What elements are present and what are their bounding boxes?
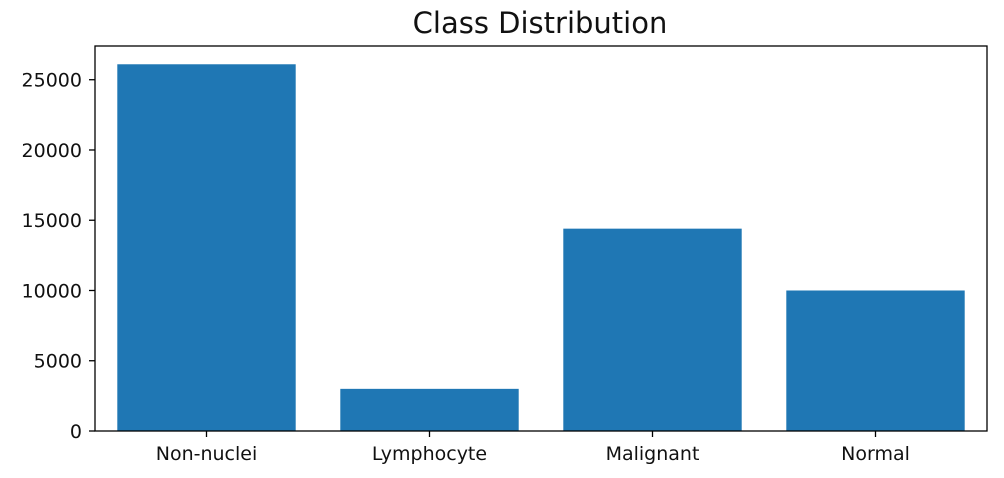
x-tick-label: Malignant: [606, 443, 700, 465]
y-tick-label: 0: [70, 421, 82, 443]
axes-frame: [94, 45, 988, 432]
bar-malignant: [563, 228, 742, 431]
y-tick-label: 20000: [22, 140, 82, 162]
y-tick-label: 15000: [22, 210, 82, 232]
y-tick-label: 5000: [34, 351, 82, 373]
y-tick-label: 25000: [22, 70, 82, 92]
plot-area: [117, 64, 965, 432]
chart-title: Class Distribution: [413, 6, 668, 40]
x-axis: Non-nuclei Lymphocyte Malignant Normal: [156, 431, 910, 465]
x-tick-label: Lymphocyte: [372, 443, 487, 465]
x-tick-label: Non-nuclei: [156, 443, 258, 465]
x-tick-label: Normal: [841, 443, 910, 465]
bar-normal: [786, 290, 965, 431]
y-tick-label: 10000: [22, 280, 82, 302]
y-axis: 0 5000 10000 15000 20000 25000: [22, 70, 95, 443]
bar-lymphocyte: [340, 388, 519, 431]
bar-non-nuclei: [117, 64, 296, 432]
